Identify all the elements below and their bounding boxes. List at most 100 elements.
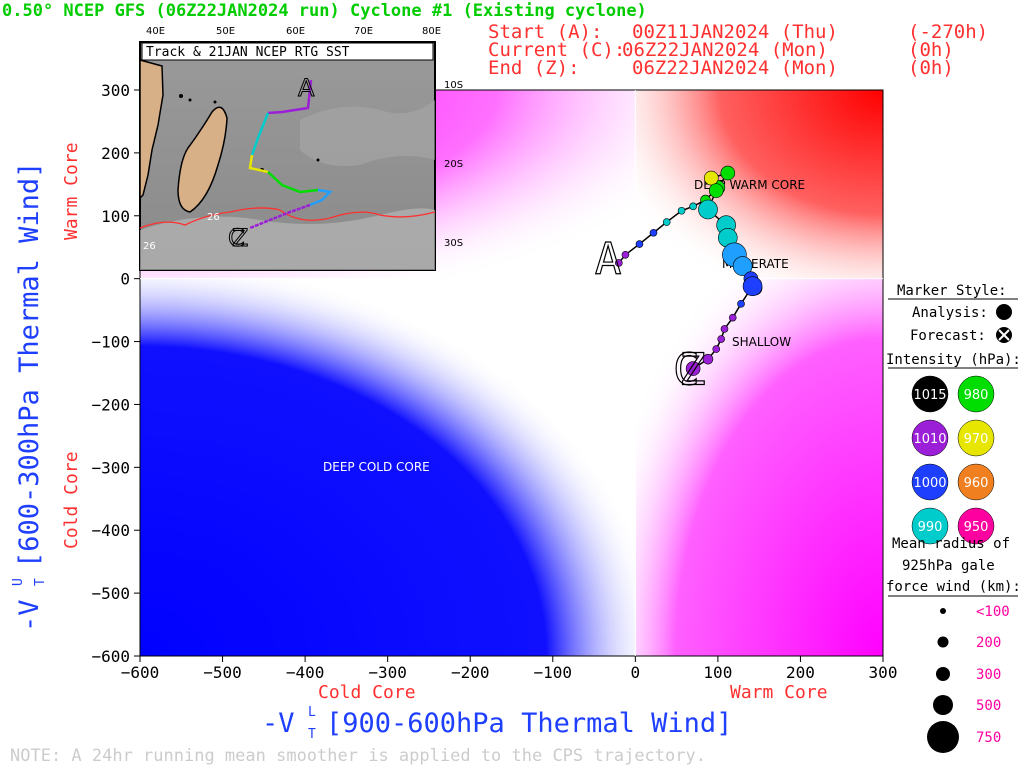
x-tick-label: −100 [534,663,573,682]
inset-sst-label-2: 26 [143,241,156,252]
x-tick-label: 300 [869,663,898,682]
trajectory-point [702,353,714,365]
intensity-swatch [911,419,949,457]
y-axis-title: -V U T [600-300hPa Thermal Wind] [11,162,48,632]
legend-radius-title-2: 925hPa gale [902,558,995,574]
footer-note: NOTE: A 24hr running mean smoother is ap… [10,746,706,766]
lon-label: 80E [422,26,441,37]
inset-track-green [267,171,319,194]
marker-a: A [595,234,622,285]
x-tick-label: −300 [368,663,407,682]
legend-analysis-icon [996,304,1012,320]
x-tick-label: −400 [286,663,325,682]
intensity-swatch [957,419,995,457]
legend-analysis-label: Analysis: [912,305,988,321]
intensity-swatch [957,375,995,413]
quad-upper-right [636,90,883,278]
intensity-swatch-label: 970 [964,432,989,447]
x-tick-label: 200 [786,663,815,682]
trajectory-point [677,206,686,215]
end-label: End (Z): [488,57,580,79]
trajectory-point [649,228,658,237]
y-tick-label: 100 [101,207,130,226]
y-tick-label: 300 [101,81,130,100]
lat-label: 20S [444,159,463,170]
radius-swatch-label: 500 [976,698,1001,714]
x-tick-label: −500 [203,663,242,682]
x-tick-label: 0 [631,663,641,682]
marker-z: Z [679,345,706,396]
y-warm-label: Warm Core [61,142,82,240]
trajectory-point [662,218,671,226]
legend-marker-style-title: Marker Style: [897,283,1007,299]
trajectory-point [737,300,745,308]
axis-ticks: −600 −500 −400 −300 −200 −100 0 100 200 300 300 200… [91,81,897,682]
radius-swatch-label: <100 [976,604,1010,620]
legend-radius-title-3: force wind (km): [886,579,1021,595]
inset-track-cyan [250,112,270,156]
quad-lower-right [636,278,883,656]
inset-island [179,94,183,98]
x-axis-title-sub: T [308,727,316,742]
inset-island [188,98,192,102]
plot-frame [139,89,884,657]
x-tick-label: −200 [451,663,490,682]
inset-marker-z: Z [232,224,248,252]
start-time: 00Z11JAN2024 (Thu) [632,21,838,43]
start-label: Start (A): [488,21,602,43]
intensity-swatch-label: 990 [918,520,943,535]
inset-sst-isotherm [139,207,436,229]
lon-label: 40E [146,26,165,37]
inset-shade-1 [140,208,435,270]
y-axis-title-sup: U [11,578,26,586]
intensity-swatch [911,375,949,413]
cps-trajectory [615,165,763,376]
x-axis-title-rest: [900-600hPa Thermal Wind] [326,708,732,739]
inset-title: Track & 21JAN NCEP RTG SST [146,45,350,60]
trajectory-point [703,170,719,186]
inset-lon-labels: 40E 50E 60E 70E 80E [146,26,441,37]
inset-track-purple-2 [249,203,311,230]
chart-title: 0.50° NCEP GFS (06Z22JAN2024 run) Cyclon… [2,1,647,21]
intensity-swatch-label: 960 [964,476,989,491]
inset-track-purple-1 [267,79,313,115]
radius-swatch-label: 750 [976,730,1001,746]
start-offset: (-270h) [908,21,988,43]
y-tick-label: −300 [91,458,130,477]
inset-title-box [141,42,434,61]
phase-space-background [139,89,884,657]
trajectory-point [708,183,724,198]
intensity-swatch [911,463,949,501]
radius-swatch-label: 200 [976,635,1001,651]
radius-swatch [933,695,953,715]
trajectory-point [732,256,753,276]
lon-label: 60E [286,26,305,37]
legend: Marker Style: Analysis: Forecast: Intens… [886,283,1021,753]
legend-radius-title-1: Mean radius of [892,536,1010,552]
trajectory-point [685,361,701,376]
y-tick-label: −600 [91,647,130,666]
inset-island [316,158,320,162]
trajectory-point [621,250,630,259]
inset-island [213,100,217,104]
y-tick-label: −500 [91,584,130,603]
track-markers: A CZ [594,233,706,396]
radius-swatch [927,721,959,753]
inset-track-blue [309,188,333,207]
lat-label: 30S [444,238,463,249]
radius-swatches: <100 200 300 500 750 [927,604,1010,753]
inset-track-yellow [248,154,269,174]
inset-shade-2 [300,100,435,166]
y-axis-title-rest: [600-300hPa Thermal Wind] [14,162,45,568]
inset-marker-c: C [228,224,245,252]
intensity-swatch-label: 1010 [913,432,946,447]
inset-sst-label-1: 26 [207,212,220,223]
lat-label: 10S [444,80,463,91]
y-axis-title-main: -V [14,599,45,632]
current-time: 06Z22JAN2024 (Mon) [622,39,828,61]
marker-c: C [673,345,700,396]
trajectory-point [720,325,729,333]
intensity-swatch-label: 950 [964,520,989,535]
trajectory-point [712,345,721,353]
